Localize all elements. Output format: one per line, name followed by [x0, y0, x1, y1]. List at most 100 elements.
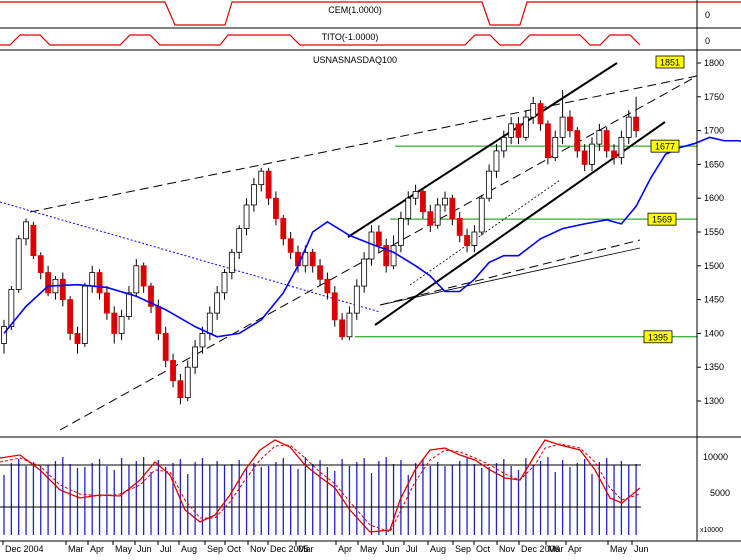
x-tick-label: Mar — [68, 544, 84, 554]
volume-bars — [3, 457, 637, 535]
x-axis: Dec 2004 Mar Apr May Jun Jul Aug Sep Oct Nov Dec 2… — [0, 540, 741, 554]
candle-body — [111, 312, 118, 334]
candle-body — [552, 136, 559, 159]
candle-body — [390, 245, 397, 267]
x-tick-label: Apr — [568, 544, 582, 554]
candle-body — [324, 278, 331, 294]
candle-body — [317, 265, 323, 280]
x-tick-label: Mar — [298, 544, 314, 554]
candle-body — [273, 197, 279, 219]
candle-body — [331, 292, 338, 321]
candle-body — [37, 255, 44, 273]
tito-line — [0, 34, 641, 46]
candle-body — [250, 184, 257, 206]
price-tag-label: 1569 — [652, 215, 672, 225]
candle-body — [427, 211, 434, 226]
candle-body — [545, 123, 551, 159]
candlesticks — [1, 90, 639, 405]
candle-body — [140, 265, 147, 287]
y-tick-label: 1800 — [704, 58, 724, 68]
candle-body — [537, 103, 544, 125]
candle-body — [214, 292, 221, 314]
candle-body — [434, 204, 441, 226]
candle-body — [449, 197, 456, 219]
candle-body — [23, 221, 29, 240]
candle-body — [559, 116, 566, 138]
x-tick-label: Dec 2005 — [270, 544, 309, 554]
candle-body — [96, 272, 103, 294]
candle-body — [81, 285, 88, 344]
x-tick-label: May — [360, 544, 378, 554]
x-tick-label: Oct — [476, 544, 491, 554]
x-tick-label: Nov — [499, 544, 516, 554]
moving-average-line — [3, 136, 741, 338]
x-tick-label: Mar — [548, 544, 564, 554]
volume-panel: 10000 5000 x10000 — [0, 439, 730, 535]
x-tick-label: Dec 2006 — [521, 544, 560, 554]
x-tick-label: Dec 2004 — [5, 544, 44, 554]
y-tick-label: 1650 — [704, 159, 724, 169]
x-tick-label: Apr — [90, 544, 104, 554]
main-label: USNASNASDAQ100 — [313, 55, 397, 65]
candle-body — [162, 332, 169, 361]
x-tick-label: Sep — [207, 544, 223, 554]
mid-dotted-trendline — [409, 179, 561, 286]
candle-body — [567, 116, 573, 132]
candle-body — [625, 116, 632, 138]
candle-body — [206, 312, 213, 334]
candle-body — [339, 319, 346, 338]
candle-body — [375, 231, 382, 246]
y-tick-label: 1700 — [704, 126, 724, 136]
candle-body — [67, 299, 74, 334]
price-tags: 1851 1677 1569 1395 — [643, 55, 685, 344]
candle-body — [522, 116, 529, 138]
upper-dashed-trendline — [29, 75, 698, 213]
candle-body — [302, 251, 309, 267]
candle-body — [221, 272, 228, 294]
tito-axis-zero: 0 — [705, 36, 710, 46]
volume-tick-10000: 10000 — [703, 452, 728, 462]
candle-body — [309, 251, 316, 267]
candle-body — [59, 278, 66, 301]
candle-body — [74, 332, 81, 344]
cem-label: CEM(1.0000) — [328, 5, 382, 15]
oscillator-signal-line — [0, 443, 641, 533]
candle-body — [361, 258, 368, 287]
x-tick-label: Aug — [430, 544, 446, 554]
lower-thin-trendline — [379, 247, 641, 306]
candle-body — [8, 289, 15, 328]
candle-body — [228, 251, 235, 273]
candle-body — [30, 224, 37, 257]
candle-body — [15, 238, 22, 290]
price-tag — [650, 139, 680, 153]
candle-body — [265, 170, 272, 199]
candle-body — [478, 197, 485, 233]
candle-body — [633, 116, 639, 132]
x-tick-labels: Dec 2004 Mar Apr May Jun Jul Aug Sep Oct Nov Dec 2… — [2, 541, 649, 554]
y-tick-label: 1400 — [704, 328, 724, 338]
candle-body — [170, 360, 176, 382]
long-dashed-trendline — [59, 75, 698, 431]
candle-body — [596, 130, 603, 145]
candle-body — [618, 136, 625, 159]
x-tick-label: Apr — [338, 544, 352, 554]
candle-body — [148, 285, 154, 307]
candle-body — [471, 231, 478, 246]
candle-body — [589, 143, 595, 165]
candle-body — [280, 218, 287, 240]
candle-body — [199, 332, 206, 348]
x-tick-label: Oct — [227, 544, 242, 554]
candle-body — [486, 170, 493, 199]
candle-body — [574, 130, 581, 152]
candle-body — [45, 272, 51, 294]
candle-body — [184, 366, 191, 399]
price-tag — [647, 212, 677, 226]
x-tick-label: Jun — [137, 544, 152, 554]
candle-body — [353, 285, 360, 314]
candle-body — [397, 218, 404, 246]
candle-body — [236, 228, 243, 253]
x-tick-label: May — [115, 544, 133, 554]
x-tick-label: Sep — [455, 544, 471, 554]
